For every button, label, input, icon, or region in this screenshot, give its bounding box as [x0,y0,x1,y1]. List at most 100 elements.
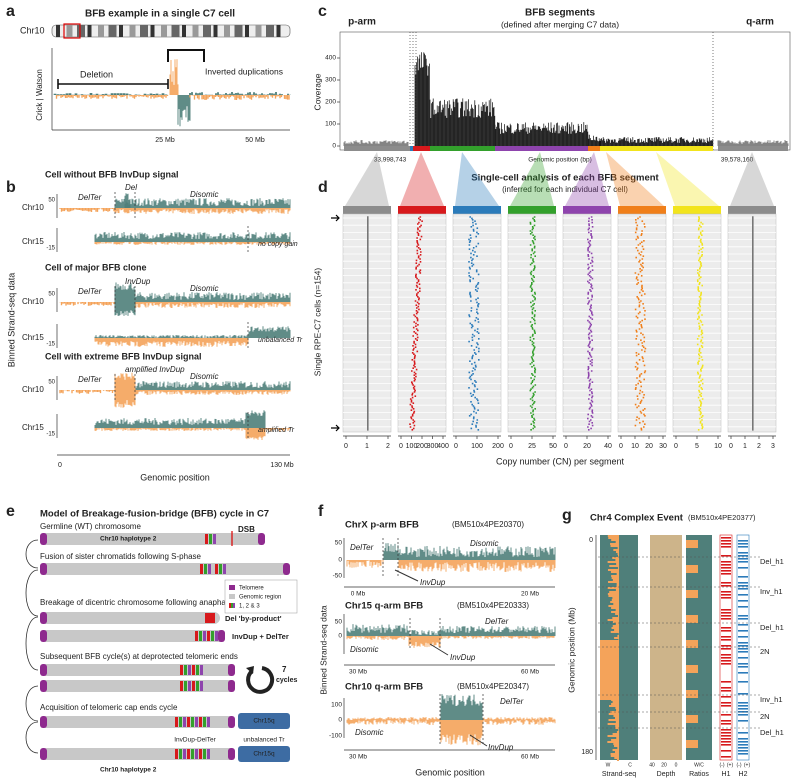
strand-orange [610,755,619,757]
track-sublabel: 40 [649,762,655,768]
segment-bar [413,146,430,151]
panel-subtitle: (inferred for each individual C7 cell) [502,185,628,194]
telomere [40,612,47,624]
h2-mark [738,651,748,653]
strand-orange [614,751,619,753]
strand-orange [615,589,619,591]
x-tick-label: 30 Mb [349,754,367,761]
x-tick-label: 10 [714,443,722,450]
band [77,25,85,37]
x-tick-label: 400 [437,443,449,450]
strand-orange [612,579,619,581]
signal [346,624,409,636]
segment-bar [430,146,495,151]
segment-connector [510,152,554,206]
label: Del 'by-product' [225,614,282,623]
signal [114,372,136,390]
strand-orange [611,539,619,541]
strand-orange [607,593,619,595]
label: Chr15q [253,718,275,725]
genomic-region [207,717,210,727]
label: DelTer [350,543,374,552]
x-axis-label: Copy number (CN) per segment [496,456,625,466]
cn-dots [367,216,369,431]
telomere [40,716,47,728]
signal [440,720,483,746]
strand-orange [615,541,619,543]
band [182,25,186,37]
y-axis-label: Binned Strand-seq data [6,273,16,368]
chr15-box [238,746,290,762]
strand-orange [617,567,619,569]
strand-orange [616,709,619,711]
band [56,25,60,37]
h1-mark [721,705,731,707]
signal [114,390,136,408]
strand-orange [617,635,619,637]
band [224,25,230,37]
signal [189,92,291,95]
panel-title: Model of Breakage-fusion-bridge (BFB) cy… [40,509,269,520]
strand-orange [610,545,619,547]
h2-mark [738,741,748,743]
chromosome [40,630,225,642]
signal [346,636,409,640]
ratio-orange [686,540,698,548]
strand-orange [616,759,619,761]
h1-mark [721,744,731,746]
label: InvDup-DelTer [174,737,216,744]
line [394,569,419,582]
h2-mark [738,618,748,620]
strand-orange [613,715,619,717]
y-tick-label: -100 [329,733,342,740]
segment-head [508,206,556,214]
genomic-region [180,681,183,691]
genomic-region [199,749,202,759]
h2-mark [738,624,748,626]
genomic-region [209,534,212,544]
x-tick-label: 0 [564,443,568,450]
h2-mark [738,540,748,542]
strand-orange [610,631,619,633]
segment-connector [400,152,444,206]
panel-letter: f [318,503,324,520]
flow-arrow [25,569,39,617]
genomic-region [195,749,198,759]
flow-arrow [25,539,39,569]
band [266,25,274,37]
h2-mark [738,561,748,563]
plot-frame [339,31,791,151]
strand-orange [612,733,619,735]
x-tick-label: 130 Mb [270,462,293,469]
cn-dots [529,216,537,431]
signal [398,560,556,572]
signal [124,193,131,208]
label: Disomic [350,645,378,654]
h2-mark [738,732,748,734]
y-tick-label: 0 [332,143,336,150]
segment-head [453,206,501,214]
signal [135,302,291,308]
band [213,25,218,37]
step-label: Fusion of sister chromatids following S-… [40,552,202,561]
segment-head [728,206,776,214]
genomic-region [187,749,190,759]
h2-mark [738,585,748,587]
genomic-region [183,717,186,727]
h1-mark [721,636,731,638]
track-title: Chr15 q-arm BFB [345,601,423,612]
h1-mark [721,630,731,632]
y-tick-label: 0 [338,717,342,724]
x-tick-label: 3 [771,443,775,450]
strand-orange [614,757,619,759]
h1-mark [721,720,731,722]
y-tick-label: 50 [335,619,343,626]
chrom-label: Chr15 [22,423,44,432]
strand-orange [607,569,619,571]
h1-mark [721,555,731,557]
strand-orange [609,565,619,567]
strand-orange [608,581,619,583]
h1-mark [721,561,731,563]
cn-dots [696,216,704,431]
segment-head [563,206,611,214]
